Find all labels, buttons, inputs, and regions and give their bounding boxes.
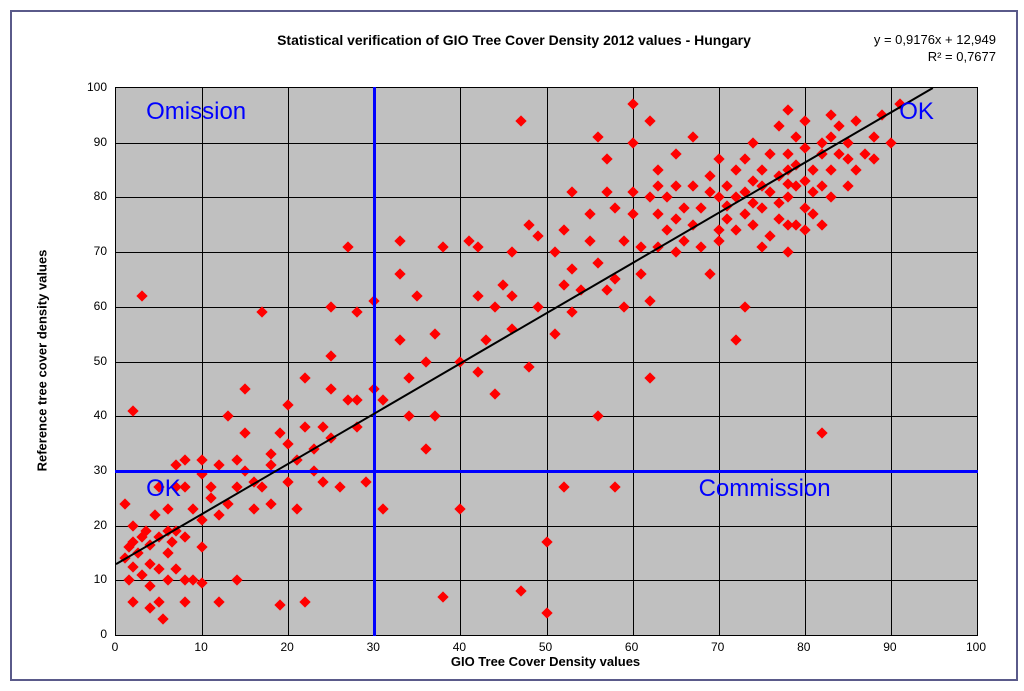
y-tick-label: 50: [77, 354, 107, 368]
equation-slope: y = 0,9176x + 12,949: [874, 32, 996, 49]
x-tick-label: 70: [711, 640, 724, 654]
quadrant-label-omission: Omission: [146, 98, 246, 126]
y-tick-label: 70: [77, 244, 107, 258]
x-tick-label: 0: [112, 640, 119, 654]
quadrant-label-commission: Commission: [699, 475, 831, 503]
y-tick-label: 20: [77, 518, 107, 532]
chart-container: Statistical verification of GIO Tree Cov…: [10, 10, 1018, 681]
trendline: [116, 88, 977, 635]
x-tick-label: 10: [194, 640, 207, 654]
y-tick-label: 40: [77, 408, 107, 422]
y-tick-label: 100: [77, 80, 107, 94]
equation-r2: R² = 0,7677: [874, 49, 996, 66]
regression-equation: y = 0,9176x + 12,949 R² = 0,7677: [874, 32, 996, 66]
x-tick-label: 60: [625, 640, 638, 654]
x-tick-label: 50: [539, 640, 552, 654]
x-tick-label: 30: [367, 640, 380, 654]
quadrant-label-ok_bottom: OK: [146, 475, 181, 503]
x-tick-label: 40: [453, 640, 466, 654]
x-tick-label: 80: [797, 640, 810, 654]
y-tick-label: 90: [77, 135, 107, 149]
chart-title: Statistical verification of GIO Tree Cov…: [12, 32, 1016, 48]
x-tick-label: 100: [966, 640, 986, 654]
y-tick-label: 10: [77, 572, 107, 586]
x-axis-label: GIO Tree Cover Density values: [115, 654, 976, 669]
y-tick-label: 60: [77, 299, 107, 313]
y-axis-label: Reference tree cover density values: [32, 87, 52, 634]
y-tick-label: 0: [77, 627, 107, 641]
y-tick-label: 80: [77, 189, 107, 203]
plot-area: Omission OK OK Commission: [115, 87, 978, 636]
x-tick-label: 90: [883, 640, 896, 654]
x-tick-label: 20: [281, 640, 294, 654]
quadrant-label-ok_top: OK: [899, 98, 934, 126]
y-tick-label: 30: [77, 463, 107, 477]
